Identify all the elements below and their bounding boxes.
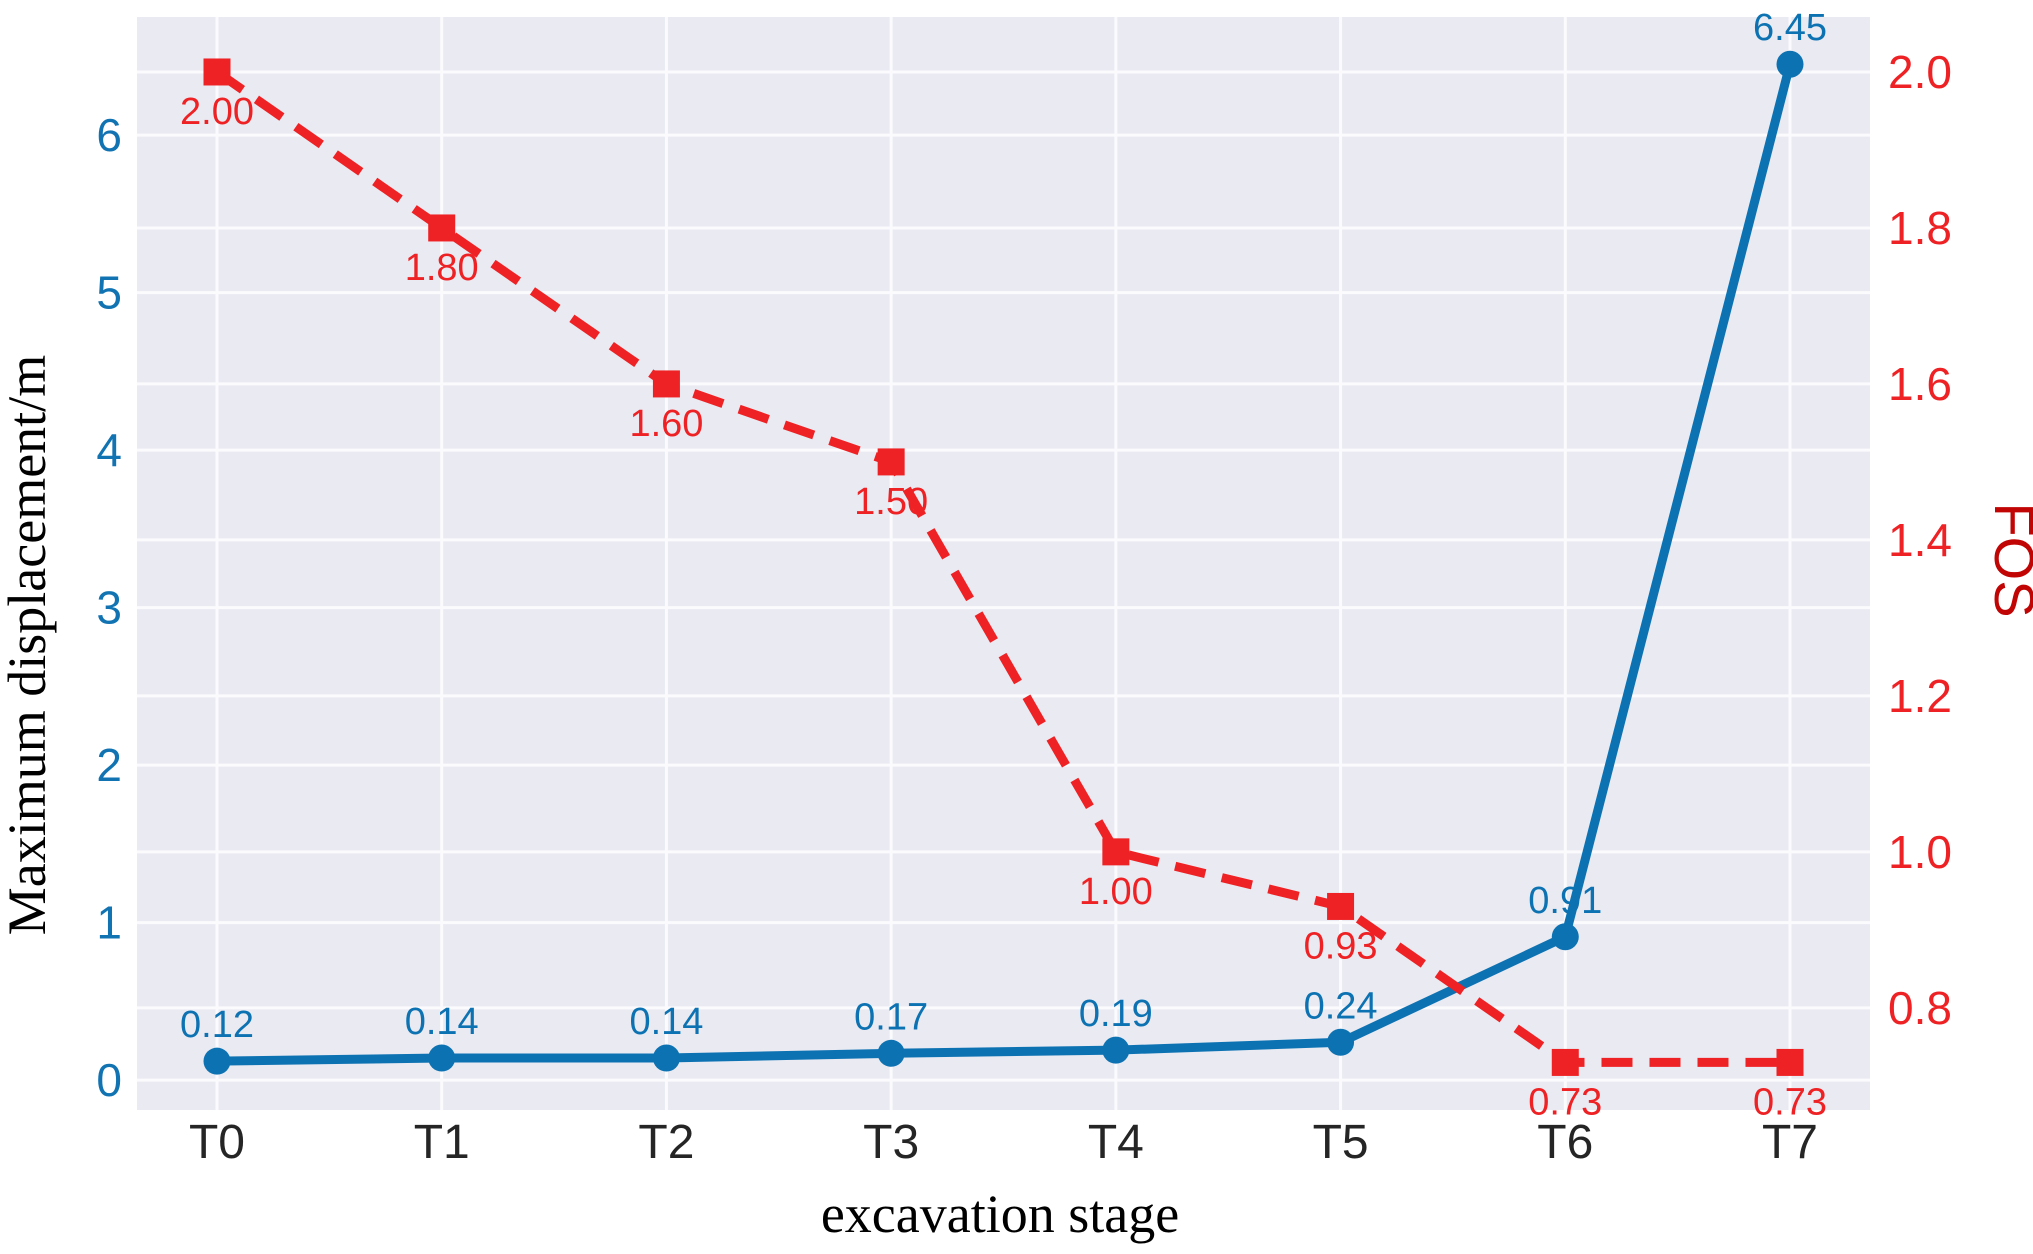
data-point-label: 1.00 — [1079, 871, 1153, 913]
series-displacement: 0.12 0.14 0.14 0.17 0.19 0.24 0.91 6.45 — [180, 7, 1827, 1075]
data-point-label: 0.24 — [1304, 985, 1378, 1027]
data-point-marker-square — [1776, 1048, 1804, 1076]
left-axis-tick: 0 — [96, 1054, 122, 1106]
x-axis-tick: T0 — [189, 1116, 245, 1169]
data-point-label: 1.80 — [405, 247, 479, 289]
data-point-label: 0.14 — [405, 1001, 479, 1043]
left-axis-tick: 6 — [96, 109, 122, 161]
data-point-marker-square — [428, 214, 456, 242]
right-axis-tick: 1.6 — [1888, 358, 1952, 410]
x-axis-tick: T5 — [1313, 1116, 1369, 1169]
x-axis-tick-labels: T0 T1 T2 T3 T4 T5 T6 T7 — [189, 1116, 1818, 1169]
data-point-marker-square — [1551, 1048, 1579, 1076]
left-axis-tick: 2 — [96, 739, 122, 791]
data-point-marker-circle — [1776, 50, 1804, 78]
data-point-label: 0.19 — [1079, 993, 1153, 1035]
plot-area — [137, 17, 1870, 1110]
data-point-marker-circle — [203, 1047, 231, 1075]
x-axis-tick: T3 — [863, 1116, 919, 1169]
right-axis-tick: 1.0 — [1888, 826, 1952, 878]
data-point-marker-circle — [877, 1039, 905, 1067]
data-point-marker-circle — [1327, 1028, 1355, 1056]
data-point-marker-square — [877, 448, 905, 476]
data-point-label: 0.91 — [1528, 880, 1602, 922]
x-axis-tick: T2 — [638, 1116, 694, 1169]
data-point-marker-circle — [1102, 1036, 1130, 1064]
data-point-label: 2.00 — [180, 91, 254, 133]
series-line — [214, 68, 1790, 1067]
data-point-marker-square — [1102, 838, 1130, 866]
data-series: 0.12 0.14 0.14 0.17 0.19 0.24 0.91 6.45 2.00 1.80… — [180, 7, 1827, 1123]
x-axis-tick: T7 — [1762, 1116, 1818, 1169]
x-axis-tick: T6 — [1537, 1116, 1593, 1169]
data-point-marker-circle — [428, 1044, 456, 1072]
data-point-label: 1.50 — [854, 481, 928, 523]
left-axis-tick: 3 — [96, 582, 122, 634]
data-point-marker-circle — [652, 1044, 680, 1072]
x-axis-tick: T1 — [414, 1116, 470, 1169]
right-axis-tick: 1.8 — [1888, 202, 1952, 254]
data-point-label: 0.17 — [854, 996, 928, 1038]
series-fos: 2.00 1.80 1.60 1.50 1.00 0.93 0.73 0.73 — [180, 58, 1827, 1123]
x-axis-title: excavation stage — [821, 1184, 1179, 1244]
right-axis-tick: 1.2 — [1888, 670, 1952, 722]
data-point-label: 6.45 — [1753, 7, 1827, 49]
left-axis-tick: 5 — [96, 267, 122, 319]
gridlines — [137, 17, 1870, 1110]
data-point-label: 0.73 — [1753, 1081, 1827, 1123]
data-point-label: 0.73 — [1528, 1081, 1602, 1123]
left-axis-tick-labels: 0 1 2 3 4 5 6 — [96, 109, 122, 1106]
data-point-label: 1.60 — [629, 403, 703, 445]
right-axis-tick: 0.8 — [1888, 982, 1952, 1034]
data-point-label: 0.12 — [180, 1004, 254, 1046]
x-axis-tick: T4 — [1088, 1116, 1144, 1169]
left-axis-title: Maximum displacement/m — [0, 355, 57, 935]
series-line — [212, 59, 1795, 1066]
data-point-label: 0.93 — [1304, 925, 1378, 967]
right-axis-tick-labels: 2.0 1.8 1.6 1.4 1.2 1.0 0.8 — [1888, 46, 1952, 1034]
data-point-marker-square — [1327, 892, 1355, 920]
data-point-marker-circle — [1551, 923, 1579, 951]
data-point-marker-square — [652, 370, 680, 398]
data-point-label: 0.14 — [629, 1001, 703, 1043]
right-axis-tick: 2.0 — [1888, 46, 1952, 98]
left-axis-tick: 4 — [96, 424, 122, 476]
left-axis-tick: 1 — [96, 897, 122, 949]
right-axis-tick: 1.4 — [1888, 514, 1952, 566]
data-point-marker-square — [203, 58, 231, 86]
right-axis-title: FOS — [1983, 502, 2033, 617]
